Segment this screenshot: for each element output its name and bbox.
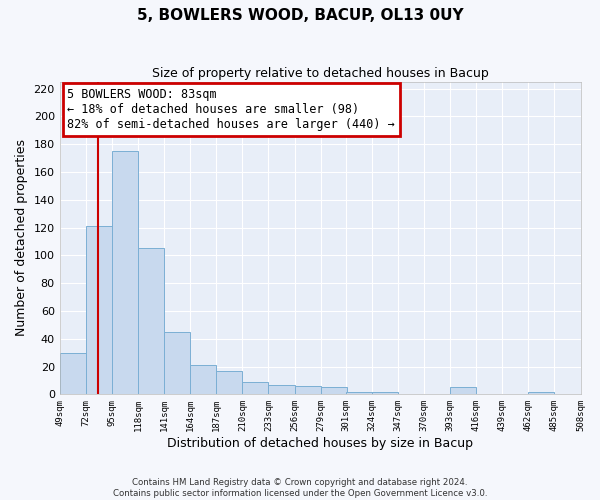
Bar	[59, 352, 86, 395]
Bar	[216, 370, 242, 394]
Bar	[295, 386, 320, 394]
Bar	[372, 392, 398, 394]
Bar	[138, 248, 164, 394]
Bar	[320, 388, 347, 394]
Bar	[86, 226, 112, 394]
Bar	[450, 388, 476, 394]
Bar	[268, 384, 295, 394]
Title: Size of property relative to detached houses in Bacup: Size of property relative to detached ho…	[152, 68, 488, 80]
Bar	[190, 365, 216, 394]
Bar	[112, 151, 138, 394]
X-axis label: Distribution of detached houses by size in Bacup: Distribution of detached houses by size …	[167, 437, 473, 450]
Bar	[346, 392, 372, 394]
Text: 5, BOWLERS WOOD, BACUP, OL13 0UY: 5, BOWLERS WOOD, BACUP, OL13 0UY	[137, 8, 463, 22]
Text: Contains HM Land Registry data © Crown copyright and database right 2024.
Contai: Contains HM Land Registry data © Crown c…	[113, 478, 487, 498]
Bar	[529, 392, 554, 394]
Bar	[164, 332, 190, 394]
Bar	[242, 382, 268, 394]
Y-axis label: Number of detached properties: Number of detached properties	[15, 140, 28, 336]
Text: 5 BOWLERS WOOD: 83sqm
← 18% of detached houses are smaller (98)
82% of semi-deta: 5 BOWLERS WOOD: 83sqm ← 18% of detached …	[67, 88, 395, 131]
